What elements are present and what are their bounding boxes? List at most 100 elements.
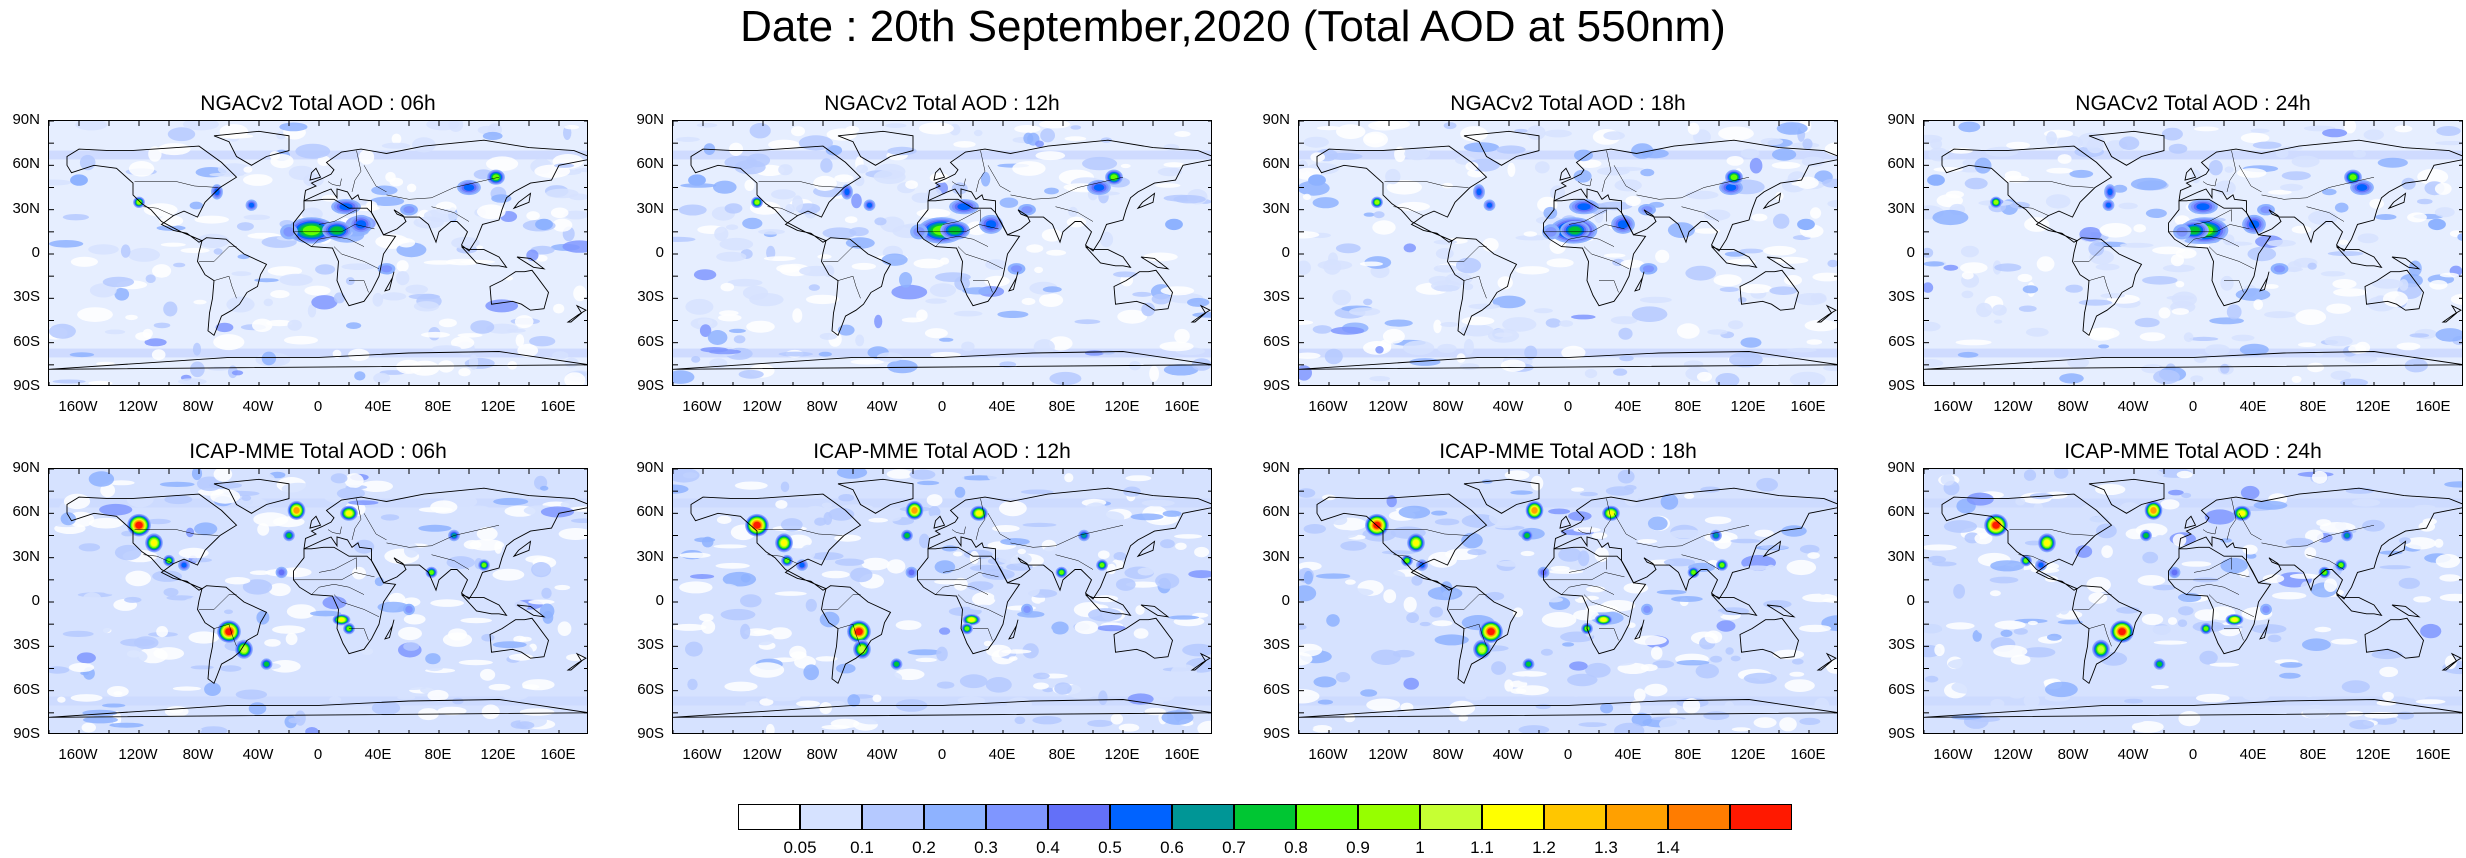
aod-field-patch xyxy=(460,617,493,624)
aod-field-patch xyxy=(1571,487,1585,492)
lon-label: 120E xyxy=(1730,398,1766,415)
aod-field-patch xyxy=(558,528,587,540)
aod-field-patch xyxy=(1332,289,1352,306)
aod-field-patch xyxy=(1924,134,1943,143)
aod-field-patch xyxy=(913,258,945,269)
aod-field-patch xyxy=(1412,657,1425,664)
aod-field-patch xyxy=(2205,344,2230,356)
aod-field-patch xyxy=(765,691,801,702)
aod-field-patch xyxy=(2304,547,2317,559)
aod-field-patch xyxy=(1620,259,1644,269)
aod-field-patch xyxy=(985,259,1007,270)
aod-field-patch xyxy=(2057,620,2083,625)
aod-field-patch xyxy=(1663,558,1695,567)
aod-field-patch xyxy=(1751,213,1768,222)
aod-field-patch xyxy=(2413,596,2431,603)
aod-field-patch xyxy=(2209,662,2240,667)
country-border xyxy=(2186,236,2240,247)
lat-label: 90S xyxy=(1263,377,1290,394)
coastline xyxy=(1447,585,1518,685)
aod-field-patch xyxy=(690,317,718,330)
aod-field-patch xyxy=(418,524,452,532)
aod-field-patch xyxy=(1931,718,1943,730)
aod-field-patch xyxy=(953,551,963,557)
aod-field-patch xyxy=(2354,578,2372,593)
aod-field-patch xyxy=(1113,552,1127,561)
aod-field-patch xyxy=(2404,537,2437,550)
country-border xyxy=(2208,594,2255,618)
aod-field-patch xyxy=(699,324,712,337)
aod-field-patch xyxy=(2175,281,2185,288)
aod-field-patch xyxy=(177,378,207,385)
country-border xyxy=(2306,554,2345,570)
aod-field-patch xyxy=(159,481,195,487)
country-border xyxy=(2224,280,2244,293)
aod-field-patch xyxy=(1687,122,1700,135)
aod-field-patch xyxy=(1008,656,1018,661)
aod-field-patch xyxy=(1619,355,1634,362)
coastline xyxy=(1816,652,1837,671)
aod-field-patch xyxy=(2307,362,2325,373)
aod-field-patch xyxy=(517,343,539,358)
aod-field-patch xyxy=(2151,685,2169,689)
aod-field-patch xyxy=(1173,195,1206,204)
aod-field-patch xyxy=(2098,344,2110,349)
aod-plume xyxy=(2105,202,2112,208)
aod-field-patch xyxy=(500,600,529,612)
lat-label: 90N xyxy=(1262,459,1290,476)
aod-field-patch xyxy=(2118,202,2138,210)
aod-field-patch xyxy=(505,276,514,281)
aod-field-patch xyxy=(919,533,930,549)
aod-field-patch xyxy=(834,174,854,183)
aod-plume xyxy=(2260,206,2272,214)
aod-field-patch xyxy=(768,627,792,640)
lon-label: 120E xyxy=(1730,746,1766,763)
aod-plume xyxy=(844,188,850,196)
aod-field-patch xyxy=(1099,231,1114,248)
country-border xyxy=(311,584,365,595)
aod-field-patch xyxy=(447,643,475,660)
lon-label: 80W xyxy=(806,398,838,415)
country-border xyxy=(987,513,1011,541)
country-border xyxy=(1561,584,1615,595)
aod-field-patch xyxy=(2331,638,2358,645)
lat-label: 60N xyxy=(636,503,664,521)
lat-label: 30N xyxy=(1262,199,1290,217)
aod-field-patch xyxy=(727,278,763,287)
lon-label: 120E xyxy=(1104,746,1140,763)
aod-field-patch xyxy=(1717,607,1750,616)
aod-field-patch xyxy=(2264,311,2296,319)
aod-field-patch xyxy=(1397,201,1430,212)
coastline xyxy=(489,617,549,659)
country-border xyxy=(1463,623,1487,647)
aod-field-patch xyxy=(126,491,154,508)
aod-field-patch xyxy=(2420,578,2451,592)
country-border xyxy=(431,206,470,222)
aod-field-patch xyxy=(2235,288,2271,301)
aod-field-patch xyxy=(151,349,166,361)
aod-field-patch xyxy=(354,539,375,554)
aod-field-patch xyxy=(718,314,742,322)
aod-field-patch xyxy=(519,636,532,642)
aod-field-patch xyxy=(2142,276,2178,285)
aod-field-patch xyxy=(742,217,763,230)
colorbar-swatch xyxy=(1730,804,1792,830)
aod-field-patch xyxy=(2291,225,2312,234)
aod-field-patch xyxy=(102,703,126,708)
aod-field-patch xyxy=(213,248,223,255)
lon-label: 0 xyxy=(937,746,947,763)
aod-field-patch xyxy=(2240,485,2260,500)
aod-field-patch xyxy=(1312,325,1332,334)
aod-field-patch xyxy=(899,272,913,288)
aod-field-patch xyxy=(192,342,202,356)
aod-field-patch xyxy=(2195,243,2211,249)
aod-field-patch xyxy=(1774,256,1809,264)
aod-field-patch xyxy=(1772,148,1797,161)
aod-field-patch xyxy=(1118,723,1140,732)
aod-field-patch xyxy=(2240,132,2270,144)
aod-field-patch xyxy=(685,298,714,315)
lat-label: 30S xyxy=(13,288,40,306)
country-border xyxy=(199,246,237,262)
aod-field-patch xyxy=(539,603,555,619)
aod-field-patch xyxy=(193,299,207,305)
